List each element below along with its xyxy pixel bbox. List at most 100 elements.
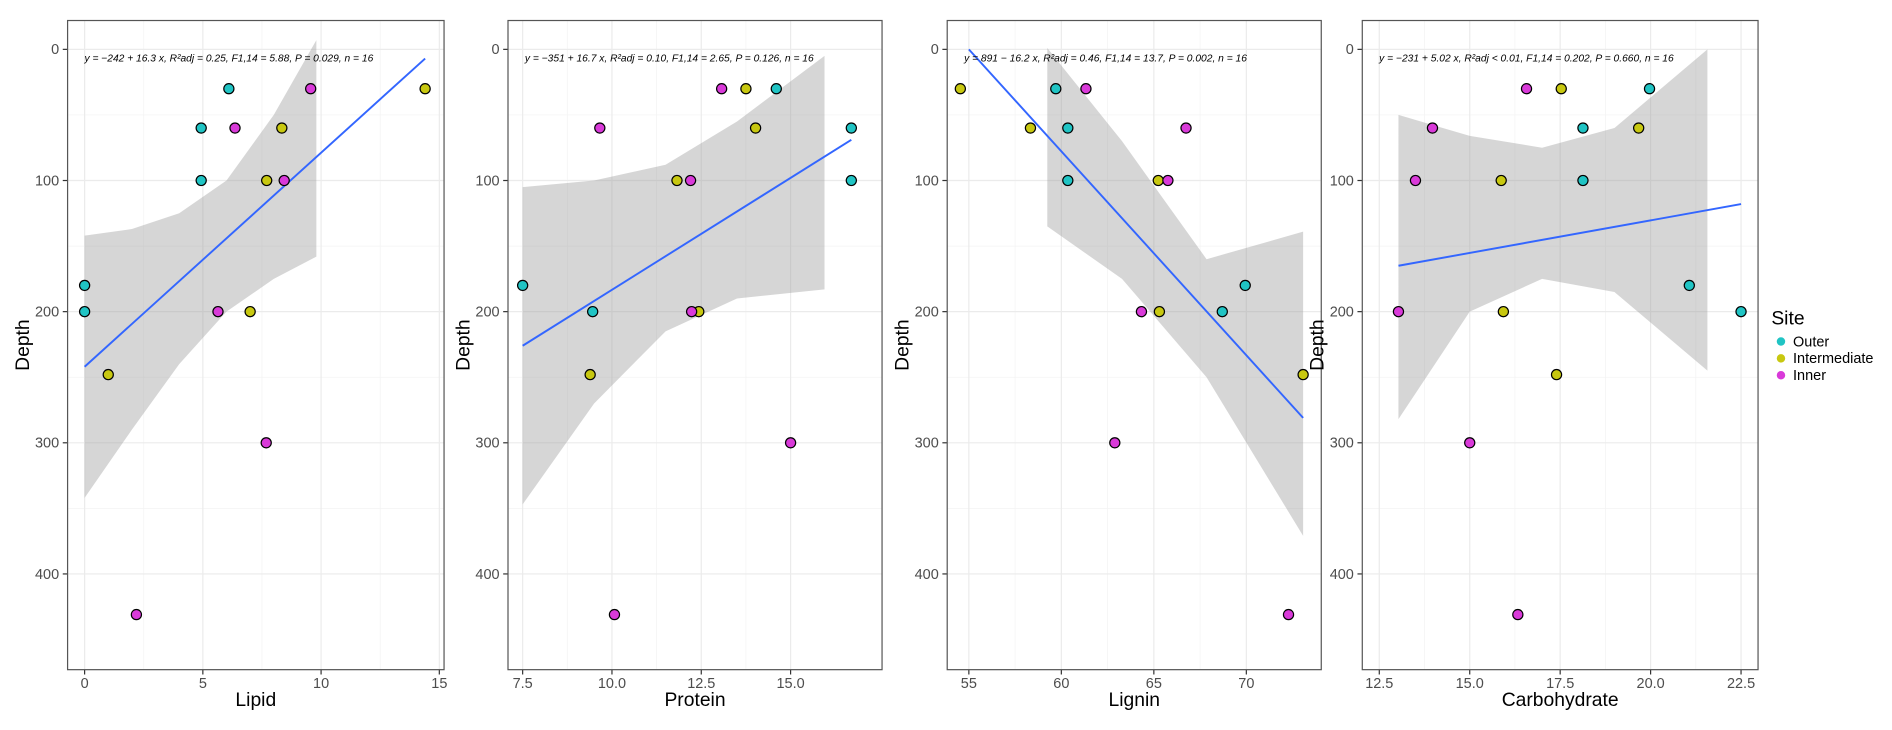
panel-border — [507, 19, 883, 671]
point — [305, 83, 317, 95]
point — [1109, 437, 1121, 449]
y-axis-label: Depth — [1308, 319, 1329, 371]
x-axis-label: Lignin — [1108, 690, 1160, 711]
point — [671, 174, 683, 187]
panel: 12.5 15.0 17.5 20.0 22.5 0 100 200 300 400 y = −23… — [1308, 19, 1759, 711]
point — [261, 174, 273, 187]
point — [954, 83, 967, 95]
point — [1577, 122, 1589, 134]
point — [1497, 305, 1510, 318]
point — [1512, 608, 1524, 621]
point — [1062, 122, 1074, 134]
point — [770, 83, 782, 95]
plot-area — [522, 55, 852, 505]
legend-swatch — [1776, 354, 1786, 363]
legend-title: Site — [1771, 309, 1804, 330]
point — [1683, 279, 1695, 292]
point — [78, 305, 91, 318]
point — [1520, 83, 1533, 95]
point — [1080, 83, 1092, 95]
point — [1239, 279, 1251, 292]
y-tick-label: 200 — [475, 304, 499, 320]
point — [1392, 305, 1405, 318]
point — [1464, 437, 1476, 449]
point — [130, 608, 143, 621]
x-tick-label: 10 — [313, 676, 329, 692]
y-tick-label: 100 — [915, 173, 939, 189]
point — [1643, 83, 1656, 95]
fit-line — [522, 139, 852, 347]
x-tick-label: 17.5 — [1546, 676, 1574, 692]
point — [1024, 122, 1037, 134]
point — [608, 608, 621, 621]
confidence-band — [522, 55, 825, 505]
y-tick-label: 100 — [1330, 173, 1354, 189]
point — [278, 174, 290, 187]
point — [1282, 608, 1295, 621]
point — [244, 305, 256, 318]
fit-line — [1398, 203, 1742, 267]
x-tick-label: 20.0 — [1637, 676, 1665, 692]
y-axis-label: Depth — [893, 319, 914, 371]
confidence-band — [84, 40, 317, 498]
point — [212, 305, 224, 318]
plot-area — [83, 40, 426, 498]
point — [1426, 122, 1439, 134]
legend-label: Intermediate — [1793, 351, 1873, 367]
point — [1180, 122, 1192, 134]
point — [584, 368, 596, 381]
y-tick-label: 400 — [35, 567, 59, 583]
x-tick-label: 22.5 — [1727, 676, 1755, 692]
fit-line — [83, 57, 426, 368]
point — [684, 174, 697, 187]
x-tick-label: 7.5 — [513, 676, 533, 692]
y-tick-label: 0 — [51, 42, 59, 58]
plot-area — [1398, 49, 1742, 420]
point — [1050, 83, 1062, 95]
point — [223, 83, 235, 95]
panel-border — [66, 19, 445, 671]
point — [1550, 368, 1563, 381]
y-tick-label: 300 — [1330, 436, 1354, 452]
x-tick-label: 70 — [1238, 676, 1254, 692]
y-tick-label: 300 — [915, 436, 939, 452]
x-tick-label: 12.5 — [1365, 676, 1393, 692]
y-tick-label: 200 — [1330, 304, 1354, 320]
x-tick-label: 15 — [431, 676, 447, 692]
x-tick-label: 12.5 — [687, 676, 715, 692]
legend-label: Inner — [1793, 368, 1826, 384]
point — [1577, 174, 1589, 187]
annotation: y = −242 + 16.3 x, R²adj = 0.25, F1,14 =… — [83, 54, 373, 65]
point — [419, 83, 431, 95]
point — [229, 122, 241, 134]
panel-background — [67, 20, 445, 670]
point — [1216, 305, 1228, 318]
point — [1162, 174, 1174, 187]
plot-area — [968, 48, 1304, 536]
x-tick-label: 0 — [81, 676, 89, 692]
point — [715, 83, 728, 95]
legend-swatch — [1776, 337, 1786, 346]
point — [1153, 305, 1166, 318]
point — [784, 437, 797, 449]
fit-line — [968, 48, 1304, 419]
annotation: y = −351 + 16.7 x, R²adj = 0.10, F1,14 =… — [524, 54, 814, 65]
point — [195, 174, 207, 187]
point — [516, 279, 529, 292]
y-tick-label: 400 — [1330, 567, 1354, 583]
legend-label: Outer — [1793, 334, 1829, 350]
x-axis-label: Carbohydrate — [1502, 690, 1619, 711]
y-tick-label: 400 — [475, 567, 499, 583]
legend-swatch — [1776, 371, 1786, 380]
point — [1135, 305, 1148, 318]
point — [586, 305, 599, 318]
x-tick-label: 15.0 — [1456, 676, 1484, 692]
y-axis-label: Depth — [13, 319, 34, 371]
point — [78, 279, 91, 292]
x-tick-label: 10.0 — [598, 676, 626, 692]
point — [1297, 368, 1309, 381]
point — [1062, 174, 1074, 187]
y-tick-label: 300 — [35, 436, 59, 452]
point — [1152, 174, 1164, 187]
